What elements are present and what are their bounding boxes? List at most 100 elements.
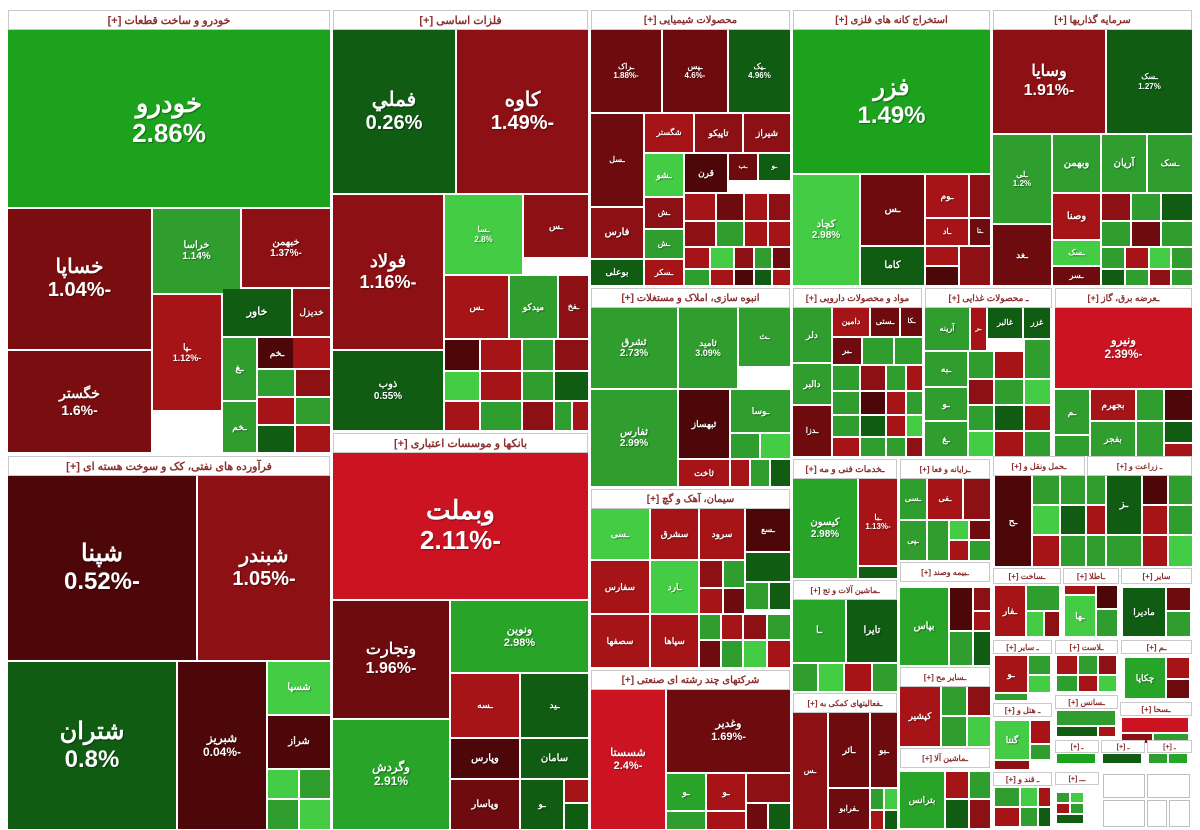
tile-chemicals-7[interactable]: فارس — [591, 208, 643, 258]
mini-tile[interactable] — [950, 541, 968, 560]
mini-tile[interactable] — [995, 694, 1027, 700]
mini-tile[interactable] — [1143, 536, 1167, 566]
mini-tile[interactable] — [946, 800, 968, 828]
mini-tile[interactable] — [995, 808, 1019, 826]
sector-header-other-products[interactable]: ـسایر مح [+] — [900, 667, 990, 687]
mini-tile[interactable] — [722, 641, 742, 667]
tile-cement-3[interactable]: ـسع — [746, 509, 790, 551]
tile-banks-4[interactable]: ـسه — [451, 674, 519, 737]
tile-banks-1[interactable]: وتجارت -1.96% — [333, 601, 449, 718]
mini-tile[interactable] — [969, 432, 993, 456]
mini-tile[interactable] — [873, 664, 897, 691]
mini-tile[interactable] — [793, 664, 817, 691]
mini-tile[interactable] — [745, 194, 767, 220]
tile-oil-3[interactable]: شبریز -0.04% — [178, 662, 266, 829]
mini-tile[interactable] — [1087, 476, 1105, 504]
tile-mining-2[interactable]: ـس — [861, 175, 924, 245]
mini-tile[interactable] — [1102, 270, 1124, 285]
mini-tile[interactable] — [445, 402, 479, 430]
mini-tile[interactable] — [700, 561, 722, 587]
tile-chemicals-1[interactable]: ـپس -4.6% — [663, 30, 727, 112]
tile-insurance-0[interactable]: بپاس — [900, 588, 948, 665]
mini-tile[interactable] — [768, 615, 790, 639]
tile-food-6[interactable]: ـغ — [925, 422, 967, 456]
mini-tile[interactable] — [1079, 656, 1097, 674]
mini-tile[interactable] — [1061, 476, 1085, 504]
tile-banks-9[interactable]: ـو — [521, 780, 563, 829]
tile-other-1-0[interactable]: مادیرا — [1123, 588, 1165, 636]
mini-tile[interactable] — [861, 438, 885, 456]
mini-tile[interactable] — [1097, 586, 1117, 608]
mini-tile[interactable] — [1162, 194, 1192, 220]
tile-machinery-eq-0[interactable]: ـا — [793, 600, 845, 662]
tile-chemicals-14[interactable]: ـب — [729, 154, 757, 180]
mini-tile[interactable] — [735, 270, 753, 285]
tile-cement-5[interactable]: ـارد — [651, 561, 698, 613]
mini-tile[interactable] — [555, 372, 588, 400]
mini-tile[interactable] — [969, 352, 993, 378]
mini-tile[interactable] — [970, 521, 990, 539]
mini-tile[interactable] — [964, 479, 990, 519]
mini-tile[interactable] — [960, 247, 990, 285]
mini-tile[interactable] — [667, 812, 705, 829]
mini-tile[interactable] — [1029, 676, 1050, 692]
mini-tile[interactable] — [724, 589, 744, 613]
mini-tile[interactable] — [1132, 222, 1160, 246]
mini-tile[interactable] — [293, 338, 330, 368]
mini-tile[interactable] — [907, 438, 922, 456]
mini-tile[interactable] — [445, 340, 479, 370]
mini-tile[interactable] — [1061, 506, 1085, 534]
tile-banks-7[interactable]: سامان — [521, 739, 588, 778]
tile-oil-4[interactable]: شسپا — [268, 662, 330, 714]
mini-tile[interactable] — [1025, 340, 1050, 378]
mini-tile[interactable] — [1169, 536, 1192, 566]
mini-tile[interactable] — [481, 372, 521, 400]
mini-tile[interactable] — [735, 248, 753, 268]
mini-tile[interactable] — [1132, 194, 1160, 220]
mini-tile[interactable] — [907, 366, 922, 390]
mini-tile[interactable] — [1057, 727, 1097, 736]
mini-tile[interactable] — [995, 380, 1023, 404]
mini-tile[interactable] — [685, 270, 709, 285]
tile-auto-8[interactable]: ـغ — [223, 338, 256, 400]
sector-header-financial-aux[interactable]: ـفعالیتهای کمکی به [+] — [793, 693, 897, 713]
mini-tile[interactable] — [565, 780, 588, 802]
mini-tile[interactable] — [1057, 754, 1095, 763]
tile-machinery-eq-1[interactable]: تایرا — [847, 600, 897, 662]
mini-tile[interactable] — [1167, 680, 1189, 698]
mini-tile[interactable] — [770, 583, 790, 609]
tile-metals-4[interactable]: ـسا 2.8% — [445, 195, 522, 274]
tile-investment-4[interactable]: آریان — [1102, 135, 1146, 192]
tile-computer-0[interactable]: ـسی — [900, 479, 926, 519]
mini-tile[interactable] — [885, 811, 897, 829]
mini-tile[interactable] — [926, 267, 958, 285]
mini-tile[interactable] — [1039, 808, 1050, 826]
mini-tile[interactable] — [745, 222, 767, 246]
mini-tile[interactable] — [895, 338, 922, 364]
mini-tile[interactable] — [1167, 612, 1190, 636]
mini-tile[interactable] — [768, 641, 790, 667]
tile-realestate-0[interactable]: ثشرق 2.73% — [591, 308, 677, 388]
mini-tile[interactable] — [1071, 793, 1083, 802]
tile-investment-5[interactable]: ـسک — [1148, 135, 1192, 192]
tile-auto-4[interactable]: خبهمن -1.37% — [242, 209, 330, 287]
tile-chemicals-0[interactable]: ـراک -1.88% — [591, 30, 661, 112]
mini-tile[interactable] — [1167, 588, 1190, 610]
mini-tile[interactable] — [1169, 800, 1190, 827]
tile-mining-1[interactable]: کچاد 2.98% — [793, 175, 859, 285]
tile-cement-4[interactable]: سفارس — [591, 561, 649, 613]
mini-tile[interactable] — [926, 247, 958, 265]
mini-tile[interactable] — [1137, 390, 1163, 420]
tile-metals-0[interactable]: فملي 0.26% — [333, 30, 455, 193]
mini-tile[interactable] — [722, 615, 742, 639]
sector-header-machinery-eq[interactable]: ـماشین آلات و تج [+] — [793, 580, 897, 600]
mini-tile[interactable] — [755, 248, 771, 268]
mini-tile[interactable] — [1143, 506, 1167, 534]
tile-oil-0[interactable]: شپنا -0.52% — [8, 476, 196, 660]
mini-tile[interactable] — [685, 248, 709, 268]
tile-investment-9[interactable]: ـغد — [993, 225, 1051, 285]
tile-pharma-0[interactable]: دلر — [793, 308, 831, 362]
mini-tile[interactable] — [296, 426, 330, 452]
sector-header-cement[interactable]: سیمان، آهک و گچ [+] — [591, 489, 790, 509]
tile-chemicals-5[interactable]: تاپیکو — [695, 114, 742, 152]
